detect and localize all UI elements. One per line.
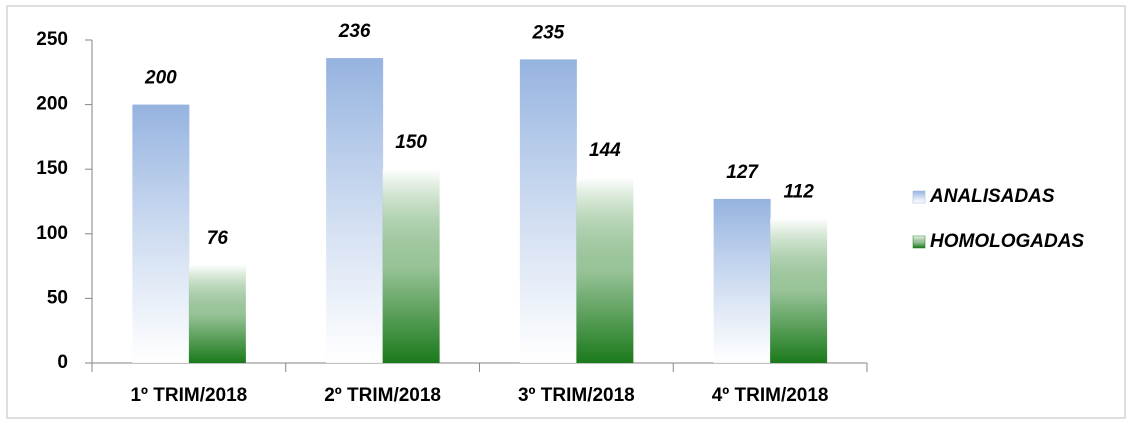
- bar: [770, 218, 828, 363]
- legend-label: ANALISADAS: [929, 186, 1055, 207]
- legend-swatch: [912, 235, 926, 249]
- value-label: 236: [338, 21, 371, 42]
- value-label: 200: [144, 68, 177, 89]
- legend-swatch: [912, 190, 926, 204]
- value-label: 112: [783, 181, 814, 202]
- bar: [326, 58, 384, 363]
- y-tick-label: 0: [57, 352, 68, 373]
- bar: [132, 104, 190, 363]
- y-tick-label: 100: [36, 223, 68, 244]
- x-tick-label: 4º TRIM/2018: [712, 385, 829, 406]
- bar: [382, 169, 440, 363]
- bar: [713, 198, 771, 363]
- value-label: 127: [726, 162, 759, 183]
- bar: [576, 176, 634, 363]
- value-label: 76: [207, 228, 229, 249]
- value-label: 144: [589, 140, 621, 161]
- x-tick-label: 2º TRIM/2018: [324, 385, 441, 406]
- x-tick-label: 3º TRIM/2018: [518, 385, 635, 406]
- y-tick-label: 50: [47, 287, 68, 308]
- bar: [188, 264, 246, 363]
- legend-label: HOMOLOGADAS: [930, 231, 1084, 252]
- value-label: 150: [395, 132, 427, 153]
- x-tick-label: 1º TRIM/2018: [130, 385, 247, 406]
- y-tick-label: 150: [36, 158, 68, 179]
- y-tick-label: 250: [36, 29, 68, 50]
- value-label: 235: [532, 22, 565, 43]
- y-tick-label: 200: [36, 94, 68, 115]
- bar: [519, 59, 577, 363]
